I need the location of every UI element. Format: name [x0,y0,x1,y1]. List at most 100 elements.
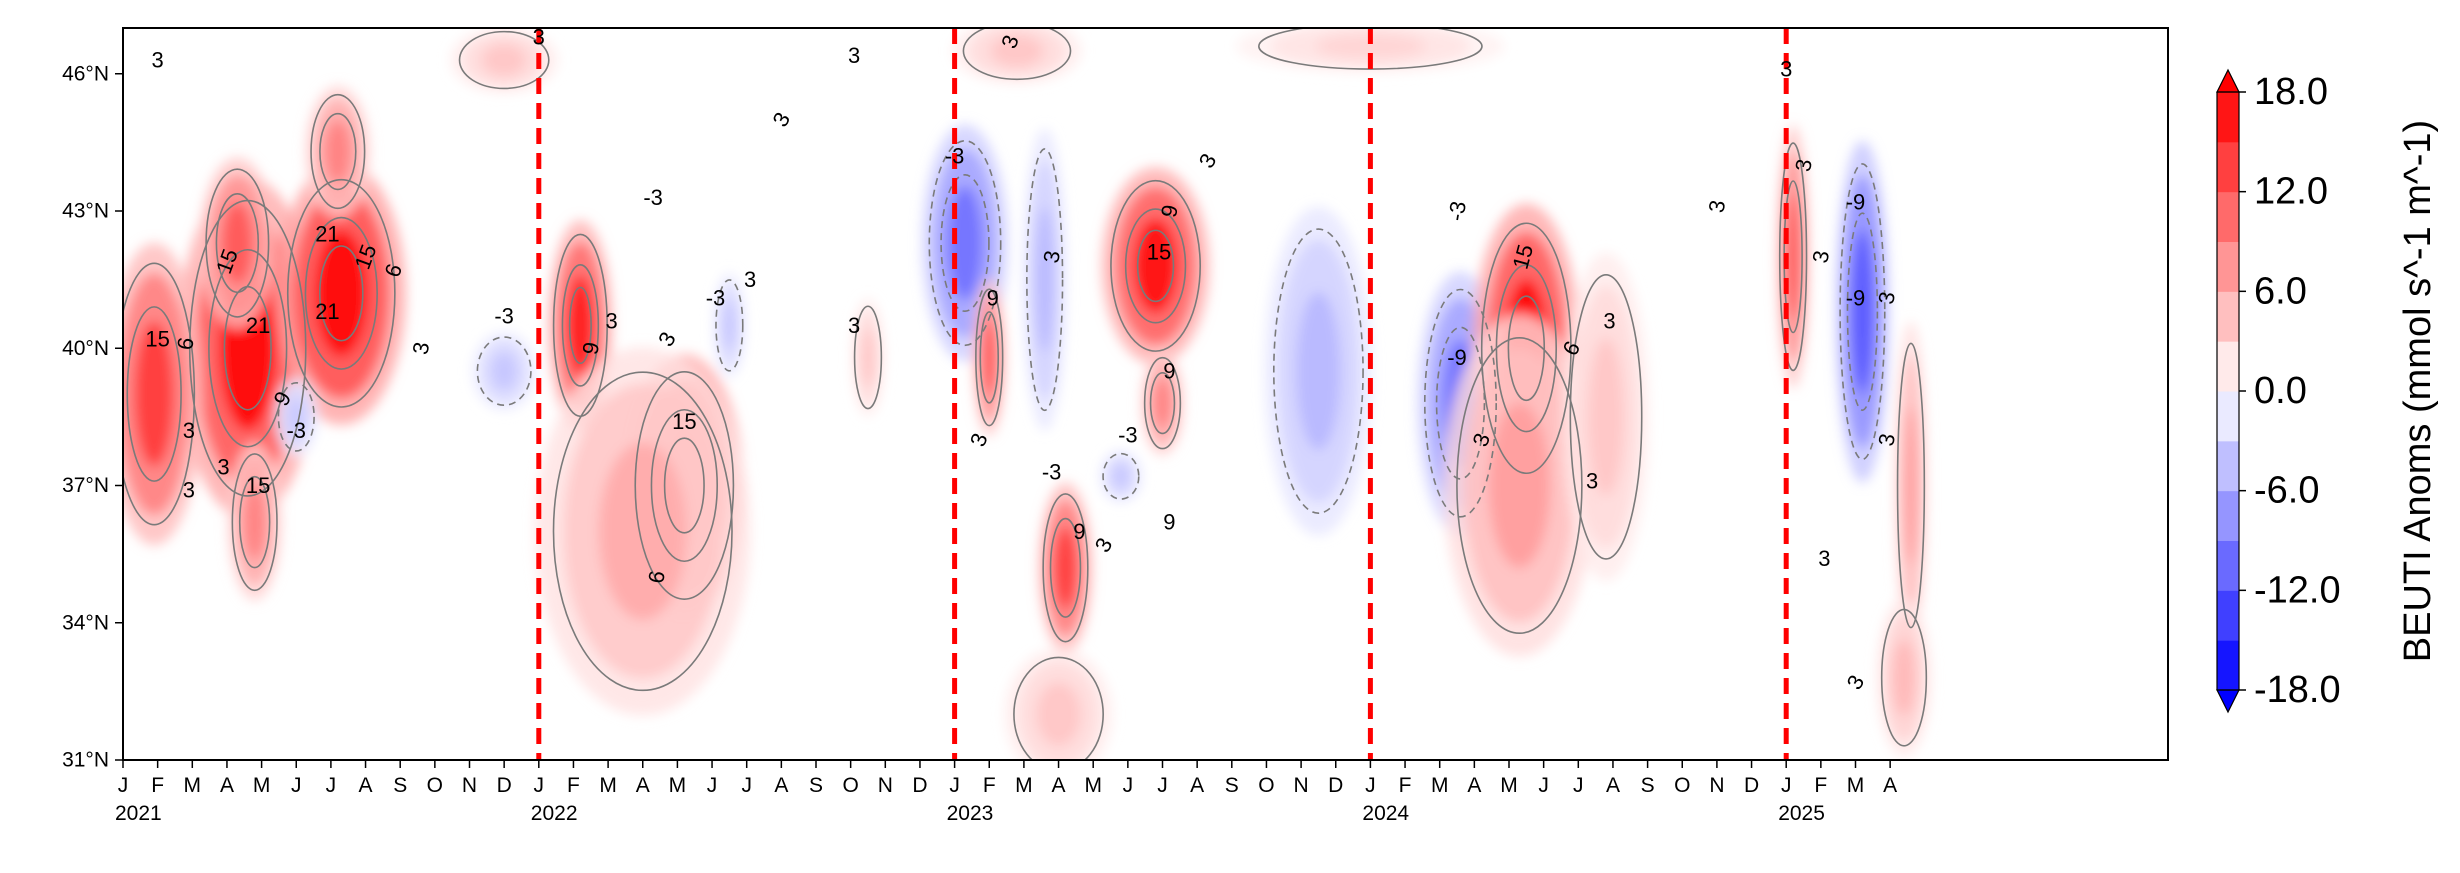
contour-label: 6 [172,335,199,351]
contour-line [1102,452,1140,500]
contour-line [1423,288,1497,518]
colorbar-segment [2217,291,2239,342]
contour-label: -3 [494,304,514,329]
colorbar-extend-min [2216,689,2240,714]
colorbar-segment [2217,92,2239,143]
x-tick-label: M [599,774,617,797]
contour-label: 3 [1818,546,1830,571]
x-tick-label: A [636,774,650,797]
contour-line [238,475,271,569]
anomaly-core [722,300,736,351]
anomaly-core [1488,403,1551,568]
contour-line [1896,342,1926,629]
x-year-label: 2024 [1362,802,1409,825]
x-tick-label: F [983,774,996,797]
contour-label: 3 [1780,57,1792,82]
contour-line [634,371,735,600]
x-tick-label: N [1294,774,1309,797]
colorbar-segment [2217,490,2239,541]
x-year-label: 2022 [531,802,578,825]
contour-label: 3 [848,313,860,338]
anomaly-core [482,44,527,76]
x-tick-label: J [118,774,129,797]
colorbar-label: BEUTI Anoms (mmol s^-1 m^-1) [2397,120,2439,662]
x-year-label: 2025 [1778,802,1825,825]
anomaly-core [982,319,996,396]
contour-label: 3 [744,267,756,292]
colorbar-segment [2217,540,2239,591]
contour-label: 9 [577,340,604,356]
x-tick-label: D [912,774,927,797]
x-tick-label: A [1883,774,1897,797]
colorbar-segment [2217,391,2239,442]
x-tick-label: A [774,774,788,797]
x-tick-label: M [669,774,687,797]
anomaly-core [1036,682,1081,746]
contour-line [1272,228,1364,514]
contour-line [476,336,532,407]
anomaly-core [1133,218,1178,314]
x-tick-label: J [1123,774,1134,797]
contour-line [663,437,705,534]
contour-line [650,408,719,563]
x-tick-label: F [1399,774,1412,797]
x-tick-label: J [534,774,545,797]
x-tick-label: A [1606,774,1620,797]
contour-line [1846,212,1879,411]
contour-label: 9 [1073,519,1085,544]
x-tick-label: S [809,774,823,797]
x-tick-label: N [462,774,477,797]
contour-line [1839,163,1886,461]
x-tick-label: A [1467,774,1481,797]
contour-label: 15 [672,409,696,434]
contour-line [1569,274,1643,560]
contour-label: 3 [1704,198,1731,214]
anomaly-core [1054,526,1077,609]
contour-label: 9 [1163,359,1175,384]
contour-line [1778,142,1808,372]
x-tick-label: O [427,774,443,797]
anomaly-core [990,35,1044,67]
x-tick-label: O [1258,774,1274,797]
anomaly-core [222,201,253,285]
colorbar-tick-label: -6.0 [2254,470,2319,512]
contour-label: -9 [1447,345,1467,370]
contour-label: 3 [183,418,195,443]
contour-line [1149,372,1176,435]
contour-label: 9 [987,285,999,310]
contour-label: 3 [217,455,229,480]
x-tick-label: F [567,774,580,797]
anomaly-core [1112,463,1130,489]
anomaly-core [1315,33,1426,59]
contour-line [286,178,396,408]
contour-label: 3 [152,48,164,73]
contour-line [318,245,364,342]
x-tick-label: A [359,774,373,797]
anomaly-core [1588,337,1624,496]
contour-label: 15 [145,327,169,352]
anomaly-core [491,352,518,391]
anomaly-core [598,442,687,620]
contour-line [1110,179,1201,352]
contour-label: 3 [1586,468,1598,493]
y-tick-label: 40°N [62,337,109,360]
y-tick-label: 43°N [62,200,109,223]
contour-line [568,286,592,365]
contour-line [1013,656,1104,760]
x-tick-label: N [1709,774,1724,797]
contour-label: 6 [643,569,670,585]
colorbar-tick-label: 12.0 [2254,171,2328,213]
x-tick-label: D [1328,774,1343,797]
contour-line [853,305,883,410]
contour-label: -9 [1846,285,1866,310]
x-tick-label: M [1847,774,1865,797]
colorbar-segment [2217,341,2239,392]
contour-label: 21 [246,313,270,338]
contour-label: 3 [1603,308,1615,333]
contour-label: 3 [1790,157,1817,173]
contour-line [1435,326,1486,480]
colorbar-tick-label: -18.0 [2254,669,2341,711]
anomaly-core [134,321,174,467]
x-tick-label: J [1365,774,1376,797]
